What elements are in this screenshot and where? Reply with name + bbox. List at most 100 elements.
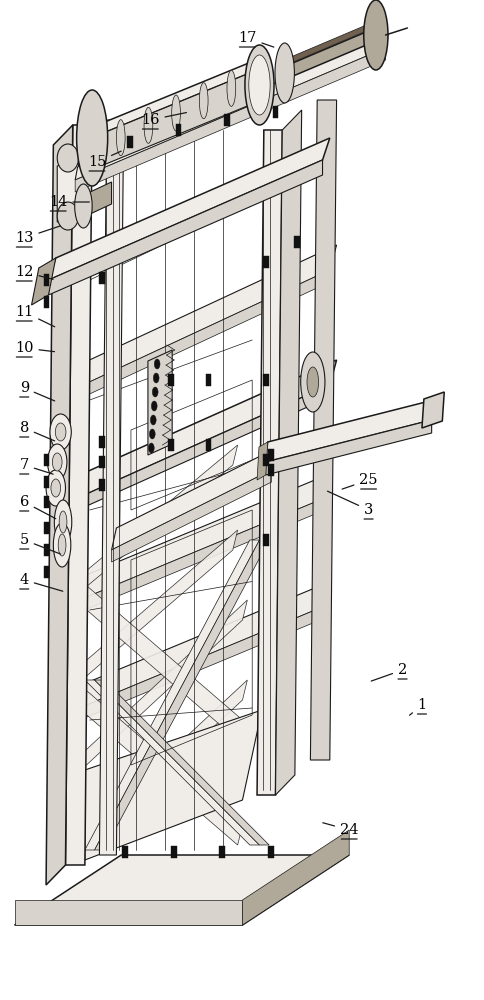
Polygon shape	[310, 100, 336, 760]
Bar	[44, 274, 49, 286]
Polygon shape	[75, 35, 387, 180]
Polygon shape	[265, 420, 431, 475]
Polygon shape	[70, 600, 247, 780]
Ellipse shape	[148, 443, 154, 453]
Ellipse shape	[306, 367, 318, 397]
Polygon shape	[257, 442, 267, 480]
Polygon shape	[99, 120, 123, 855]
Ellipse shape	[55, 423, 66, 441]
Polygon shape	[70, 680, 247, 860]
Bar	[44, 454, 49, 466]
Ellipse shape	[50, 414, 71, 450]
Ellipse shape	[51, 479, 60, 497]
Polygon shape	[51, 585, 321, 720]
Polygon shape	[91, 70, 257, 170]
Polygon shape	[51, 245, 336, 400]
Text: 1: 1	[408, 698, 425, 715]
Bar	[267, 449, 273, 461]
Bar	[127, 136, 133, 148]
Bar	[167, 439, 173, 451]
Bar	[205, 439, 211, 451]
Bar	[262, 454, 268, 466]
Polygon shape	[283, 22, 373, 66]
Ellipse shape	[58, 534, 66, 556]
Polygon shape	[85, 680, 259, 845]
Text: 2: 2	[370, 663, 407, 681]
Ellipse shape	[116, 120, 125, 156]
Bar	[293, 236, 299, 248]
Ellipse shape	[227, 70, 235, 106]
Text: 6: 6	[19, 495, 56, 519]
Ellipse shape	[144, 107, 152, 143]
Polygon shape	[48, 138, 329, 280]
Bar	[205, 374, 211, 386]
Bar	[44, 296, 49, 308]
Polygon shape	[75, 685, 242, 845]
Bar	[262, 534, 268, 546]
Ellipse shape	[300, 352, 324, 412]
Bar	[44, 544, 49, 556]
Ellipse shape	[363, 0, 387, 70]
Polygon shape	[85, 540, 259, 850]
Polygon shape	[46, 125, 73, 885]
Polygon shape	[265, 400, 433, 462]
Bar	[99, 479, 105, 491]
Text: 7: 7	[19, 458, 53, 474]
Bar	[267, 464, 273, 476]
Polygon shape	[111, 448, 276, 550]
Ellipse shape	[75, 184, 92, 228]
Bar	[44, 496, 49, 508]
Polygon shape	[148, 350, 172, 455]
Bar	[267, 846, 273, 858]
Bar	[170, 846, 176, 858]
Bar	[262, 374, 268, 386]
Polygon shape	[257, 130, 282, 795]
Ellipse shape	[153, 373, 159, 383]
Bar	[224, 114, 229, 126]
Polygon shape	[31, 258, 56, 305]
Polygon shape	[15, 855, 348, 925]
Polygon shape	[51, 477, 321, 612]
Text: 5: 5	[19, 533, 60, 554]
Bar	[99, 456, 105, 468]
Polygon shape	[51, 502, 315, 624]
Text: 25: 25	[341, 473, 377, 489]
Text: 3: 3	[327, 491, 373, 517]
Polygon shape	[91, 58, 260, 138]
Ellipse shape	[53, 523, 71, 567]
Text: 8: 8	[19, 421, 55, 441]
Text: 10: 10	[15, 341, 54, 355]
Ellipse shape	[274, 43, 294, 103]
Text: 12: 12	[15, 265, 53, 279]
Bar	[272, 106, 278, 118]
Polygon shape	[94, 540, 269, 850]
Bar	[219, 846, 225, 858]
Ellipse shape	[171, 95, 180, 131]
Polygon shape	[51, 270, 329, 412]
Polygon shape	[70, 445, 237, 600]
Bar	[99, 272, 105, 284]
Text: 17: 17	[238, 31, 273, 47]
Polygon shape	[111, 470, 271, 562]
Polygon shape	[75, 580, 242, 740]
Text: 13: 13	[15, 226, 60, 245]
Bar	[122, 846, 128, 858]
Bar	[175, 124, 181, 136]
Bar	[262, 256, 268, 268]
Ellipse shape	[149, 429, 155, 439]
Polygon shape	[85, 710, 261, 860]
Polygon shape	[65, 125, 92, 865]
Ellipse shape	[248, 55, 270, 115]
Text: 4: 4	[19, 573, 63, 591]
Ellipse shape	[54, 500, 72, 544]
Ellipse shape	[57, 144, 78, 172]
Ellipse shape	[47, 444, 67, 480]
Polygon shape	[242, 830, 348, 925]
Bar	[99, 436, 105, 448]
Bar	[44, 522, 49, 534]
Polygon shape	[81, 182, 111, 218]
Ellipse shape	[150, 415, 156, 425]
Polygon shape	[283, 28, 375, 80]
Bar	[44, 566, 49, 578]
Polygon shape	[94, 680, 269, 845]
